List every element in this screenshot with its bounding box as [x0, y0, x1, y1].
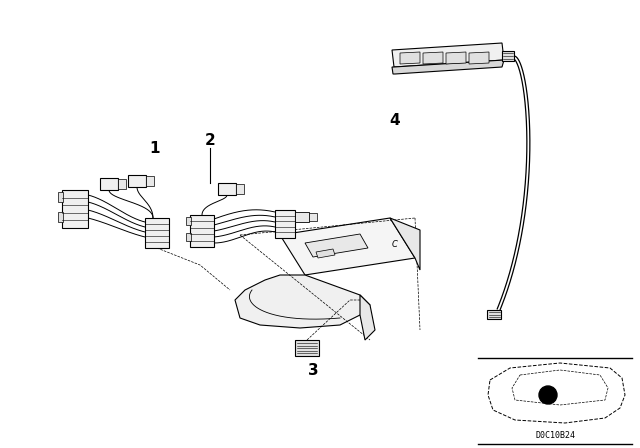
Polygon shape: [446, 52, 466, 64]
Bar: [236, 184, 244, 194]
Bar: [100, 178, 118, 190]
Polygon shape: [235, 275, 370, 328]
Polygon shape: [469, 52, 489, 64]
Bar: [62, 190, 88, 228]
Text: 2: 2: [205, 133, 216, 147]
Polygon shape: [392, 43, 504, 67]
Bar: [145, 218, 169, 248]
Text: 1: 1: [150, 141, 160, 155]
Polygon shape: [400, 52, 420, 64]
Text: C: C: [392, 240, 398, 249]
Polygon shape: [305, 234, 368, 257]
Bar: [275, 210, 295, 238]
Polygon shape: [390, 218, 420, 270]
Bar: [295, 212, 309, 222]
Text: D0C10B24: D0C10B24: [535, 431, 575, 440]
Polygon shape: [392, 60, 504, 74]
Bar: [190, 215, 214, 247]
Text: 3: 3: [308, 362, 318, 378]
Polygon shape: [316, 249, 335, 258]
Polygon shape: [280, 218, 415, 275]
Bar: [58, 192, 63, 202]
Bar: [58, 212, 63, 222]
Polygon shape: [360, 295, 375, 340]
Bar: [502, 51, 514, 61]
Circle shape: [539, 386, 557, 404]
Bar: [118, 179, 126, 189]
Bar: [487, 310, 501, 319]
Text: 4: 4: [390, 112, 400, 128]
Bar: [146, 176, 154, 186]
Bar: [218, 183, 236, 195]
Bar: [295, 340, 319, 356]
Bar: [309, 213, 317, 221]
Bar: [186, 217, 191, 225]
Bar: [186, 233, 191, 241]
Bar: [128, 175, 146, 187]
Polygon shape: [423, 52, 443, 64]
